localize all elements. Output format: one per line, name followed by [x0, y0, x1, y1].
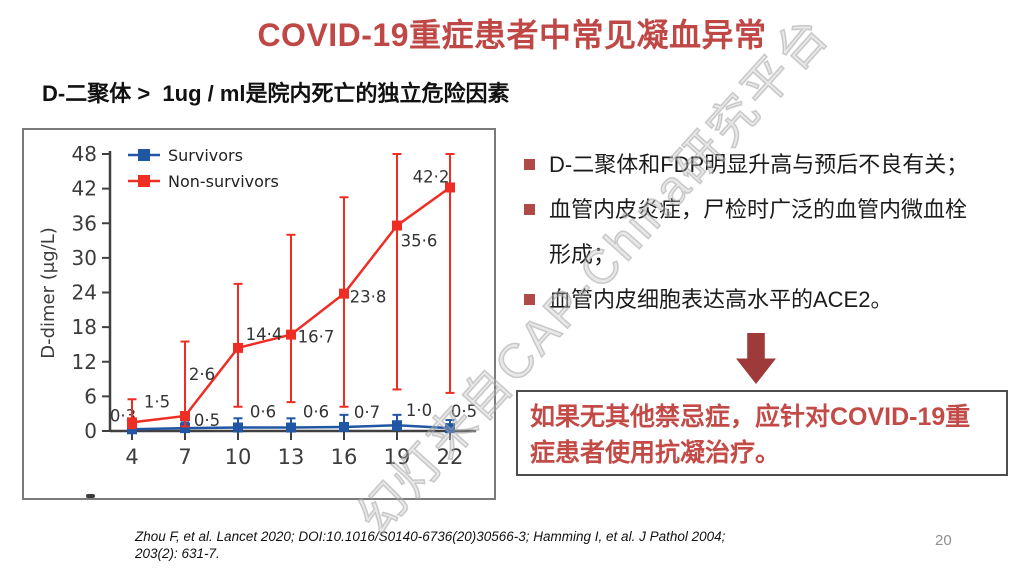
svg-text:30: 30 — [72, 246, 97, 270]
svg-text:1·0: 1·0 — [406, 401, 432, 420]
y-axis-label: D-dimer (μg/L) — [38, 227, 59, 359]
svg-text:12: 12 — [72, 350, 97, 374]
svg-text:42·2: 42·2 — [413, 167, 450, 186]
svg-text:23·8: 23·8 — [350, 288, 387, 307]
svg-text:19: 19 — [384, 445, 411, 469]
legend: Survivors Non-survivors — [128, 146, 279, 191]
svg-text:35·6: 35·6 — [401, 232, 438, 251]
svg-text:36: 36 — [72, 211, 97, 235]
svg-text:7: 7 — [178, 445, 191, 469]
svg-text:13: 13 — [278, 445, 305, 469]
svg-text:0: 0 — [84, 419, 97, 443]
citation-line: Zhou F, et al. Lancet 2020; DOI:10.1016/… — [135, 529, 726, 544]
dimer-chart-panel: 0 6 12 18 24 30 36 42 48 4 7 10 13 16 19 22 D-dimer (μg/… — [22, 128, 496, 500]
recommendation-box: 如果无其他禁忌症，应针对COVID-19重症患者使用抗凝治疗。 — [516, 390, 1008, 476]
citation: Zhou F, et al. Lancet 2020; DOI:10.1016/… — [135, 528, 915, 562]
cropped-text-artifact — [86, 494, 95, 498]
y-axis-ticks: 0 6 12 18 24 30 36 42 48 — [72, 142, 110, 443]
svg-text:Non-survivors: Non-survivors — [168, 172, 279, 191]
bullet-item: 血管内皮细胞表达高水平的ACE2。 — [520, 277, 988, 322]
svg-text:16: 16 — [331, 445, 358, 469]
svg-text:10: 10 — [225, 445, 252, 469]
svg-text:18: 18 — [72, 315, 97, 339]
slide-subtitle: D-二聚体 > 1ug / ml是院内死亡的独立危险因素 — [42, 81, 510, 106]
bullet-list: D-二聚体和FDP明显升高与预后不良有关； 血管内皮炎症，尸检时广泛的血管内微血… — [520, 142, 988, 322]
svg-text:0·5: 0·5 — [451, 402, 477, 421]
bullet-item: D-二聚体和FDP明显升高与预后不良有关； — [520, 142, 988, 187]
svg-text:42: 42 — [72, 177, 97, 201]
svg-text:0·6: 0·6 — [250, 403, 276, 422]
svg-text:16·7: 16·7 — [298, 328, 335, 347]
bullet-square-icon — [524, 159, 535, 170]
svg-text:24: 24 — [72, 281, 97, 305]
svg-text:1·5: 1·5 — [144, 392, 170, 411]
bullet-item: 血管内皮炎症，尸检时广泛的血管内微血栓形成； — [520, 187, 988, 277]
svg-text:0·7: 0·7 — [354, 403, 380, 422]
down-arrow-icon — [736, 333, 776, 384]
bullet-square-icon — [524, 294, 535, 305]
svg-text:14·4: 14·4 — [246, 325, 283, 344]
bullet-square-icon — [524, 204, 535, 215]
dimer-line-chart: 0 6 12 18 24 30 36 42 48 4 7 10 13 16 19 22 D-dimer (μg/… — [38, 142, 477, 469]
axes — [108, 151, 476, 433]
svg-text:48: 48 — [72, 142, 97, 166]
svg-text:Survivors: Survivors — [168, 146, 243, 165]
svg-text:4: 4 — [125, 445, 138, 469]
x-axis-ticks: 4 7 10 13 16 19 22 — [125, 431, 463, 469]
page-number: 20 — [935, 532, 952, 549]
bullet-text: 血管内皮细胞表达高水平的ACE2。 — [549, 287, 893, 312]
bullet-text: 血管内皮炎症，尸检时广泛的血管内微血栓形成； — [549, 197, 968, 267]
slide-title: COVID-19重症患者中常见凝血异常 — [257, 17, 767, 53]
svg-text:0·6: 0·6 — [303, 403, 329, 422]
svg-text:0·5: 0·5 — [194, 411, 220, 430]
series-non-survivors: 1·5 2·6 14·4 16·7 23·8 35·6 42·2 — [127, 153, 455, 430]
svg-text:2·6: 2·6 — [189, 365, 215, 384]
svg-text:6: 6 — [84, 384, 97, 408]
svg-text:22: 22 — [437, 445, 464, 469]
citation-line: 203(2): 631-7. — [135, 546, 220, 561]
bullet-text: D-二聚体和FDP明显升高与预后不良有关； — [549, 152, 969, 177]
recommendation-text: 如果无其他禁忌症，应针对COVID-19重症患者使用抗凝治疗。 — [530, 403, 971, 467]
